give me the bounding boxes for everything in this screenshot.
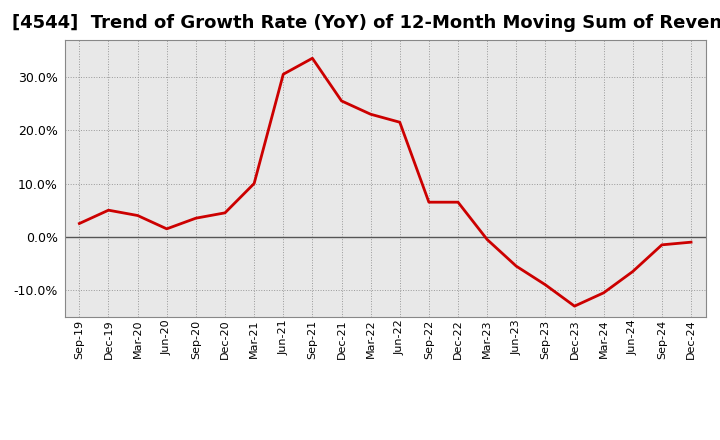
Title: [4544]  Trend of Growth Rate (YoY) of 12-Month Moving Sum of Revenues: [4544] Trend of Growth Rate (YoY) of 12-…: [12, 15, 720, 33]
